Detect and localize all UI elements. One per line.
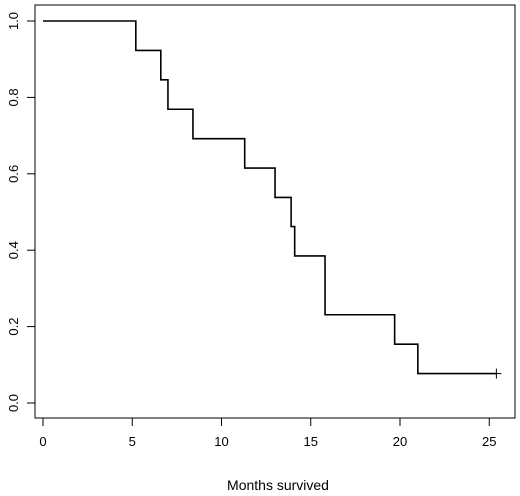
y-tick-label: 0.6 [6, 165, 21, 183]
x-tick-label: 0 [39, 434, 46, 449]
x-axis: 0 5 10 15 20 25 [39, 417, 496, 449]
x-tick-label: 5 [129, 434, 136, 449]
y-axis: 0.0 0.2 0.4 0.6 0.8 1.0 [6, 12, 36, 412]
censor-mark [491, 368, 502, 379]
y-tick-label: 1.0 [6, 12, 21, 30]
y-tick-label: 0.0 [6, 394, 21, 412]
x-tick-label: 25 [482, 434, 496, 449]
x-tick-label: 15 [304, 434, 318, 449]
x-tick-label: 10 [214, 434, 228, 449]
survival-curve [43, 20, 497, 375]
plot-frame [34, 4, 516, 419]
x-tick-label: 20 [393, 434, 407, 449]
y-tick-label: 0.4 [6, 241, 21, 259]
y-tick-label: 0.8 [6, 88, 21, 106]
series-layer [43, 20, 502, 379]
y-tick-label: 0.2 [6, 318, 21, 336]
x-axis-title: Months survived [227, 477, 329, 493]
